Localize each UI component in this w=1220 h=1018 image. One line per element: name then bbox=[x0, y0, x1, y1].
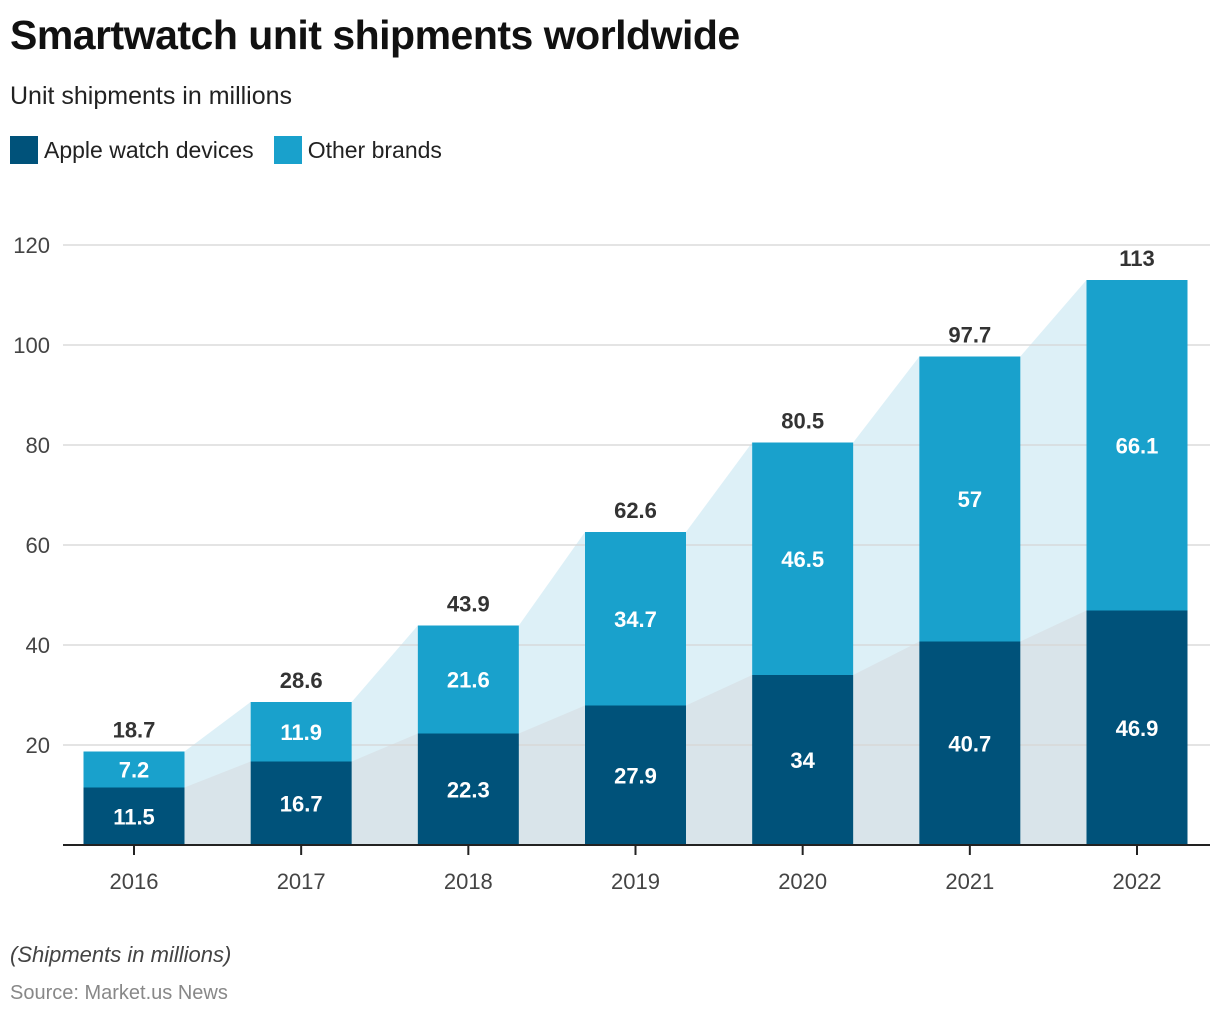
bar-apple bbox=[83, 787, 185, 845]
data-labels: 11.5 7.2 18.7 16.7 11.9 28.6 22.3 21.6 43.9 27.9 3… bbox=[113, 246, 1159, 829]
bar-other bbox=[83, 751, 185, 788]
bar-other bbox=[585, 532, 686, 706]
x-tick-label: 2021 bbox=[945, 869, 994, 894]
area-apple-connector bbox=[853, 641, 920, 845]
data-label-apple: 40.7 bbox=[948, 731, 991, 756]
bar-other bbox=[752, 442, 854, 675]
data-label-other: 46.5 bbox=[781, 547, 824, 572]
legend-label-other: Other brands bbox=[307, 136, 442, 163]
legend-label-apple: Apple watch devices bbox=[44, 136, 254, 163]
data-label-total: 28.6 bbox=[280, 668, 323, 693]
legend-item-apple: Apple watch devices bbox=[10, 136, 254, 164]
legend-item-other: Other brands bbox=[273, 136, 442, 164]
x-tick-label: 2022 bbox=[1113, 869, 1162, 894]
bar-apple bbox=[1086, 610, 1188, 845]
y-tick-label: 40 bbox=[26, 633, 50, 658]
data-label-total: 97.7 bbox=[948, 323, 991, 348]
x-tick-label: 2018 bbox=[444, 869, 493, 894]
data-label-other: 66.1 bbox=[1116, 433, 1159, 458]
bar-apple bbox=[585, 705, 686, 845]
x-tick-label: 2019 bbox=[611, 869, 660, 894]
chart-title: Smartwatch unit shipments worldwide bbox=[10, 12, 740, 58]
x-tick-label: 2017 bbox=[277, 869, 326, 894]
area-apple-connector bbox=[518, 705, 585, 845]
data-label-other: 57 bbox=[958, 487, 982, 512]
chart-note: (Shipments in millions) bbox=[10, 942, 232, 967]
data-label-apple: 46.9 bbox=[1116, 716, 1159, 741]
chart-subtitle: Unit shipments in millions bbox=[10, 82, 293, 110]
area-apple-connector bbox=[686, 675, 753, 845]
data-label-other: 21.6 bbox=[447, 668, 490, 693]
bar-other bbox=[250, 702, 352, 762]
bar-apple bbox=[417, 733, 519, 845]
data-label-total: 113 bbox=[1119, 246, 1155, 271]
y-tick-label: 20 bbox=[26, 733, 50, 758]
data-label-apple: 22.3 bbox=[447, 777, 490, 802]
data-label-apple: 34 bbox=[790, 748, 815, 773]
x-tick-label: 2020 bbox=[778, 869, 827, 894]
y-tick-label: 80 bbox=[26, 433, 50, 458]
x-axis: 2016 2017 2018 2019 2020 2021 2022 bbox=[63, 844, 1210, 894]
x-tick-label: 2016 bbox=[110, 869, 159, 894]
data-label-total: 18.7 bbox=[113, 718, 156, 743]
y-tick-label: 120 bbox=[13, 233, 50, 258]
y-tick-label: 60 bbox=[26, 533, 50, 558]
data-label-other: 7.2 bbox=[119, 758, 150, 783]
data-label-apple: 16.7 bbox=[280, 791, 323, 816]
bar-other bbox=[1086, 280, 1188, 611]
area-apple-connector bbox=[184, 761, 251, 845]
bar-other bbox=[417, 625, 519, 734]
y-tick-label: 100 bbox=[13, 333, 50, 358]
bar-apple bbox=[752, 675, 854, 845]
area-apple-connector bbox=[1020, 610, 1087, 845]
data-label-total: 43.9 bbox=[447, 592, 490, 617]
bar-apple bbox=[919, 641, 1021, 845]
legend-swatch-other bbox=[273, 136, 302, 164]
data-label-total: 62.6 bbox=[614, 498, 657, 523]
chart-source: Source: Market.us News bbox=[10, 982, 228, 1004]
data-label-other: 11.9 bbox=[280, 720, 322, 745]
legend-swatch-apple bbox=[10, 136, 38, 164]
data-label-total: 80.5 bbox=[781, 409, 824, 434]
bars bbox=[83, 280, 1188, 845]
bar-other bbox=[919, 356, 1021, 642]
legend: Apple watch devices Other brands bbox=[10, 136, 462, 164]
data-label-other: 34.7 bbox=[614, 607, 657, 632]
data-label-apple: 27.9 bbox=[614, 763, 657, 788]
bar-apple bbox=[250, 761, 352, 845]
data-label-apple: 11.5 bbox=[113, 804, 155, 829]
area-apple-connector bbox=[351, 733, 418, 845]
